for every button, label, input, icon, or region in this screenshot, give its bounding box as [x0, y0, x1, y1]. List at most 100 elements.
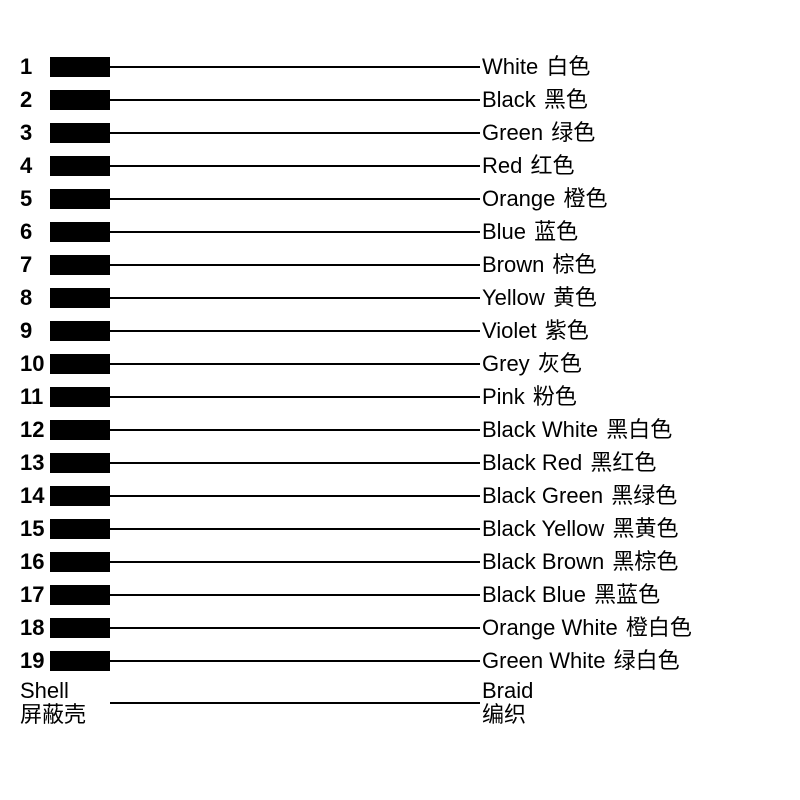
pin-label: Black Brown 黑棕色 [480, 551, 780, 573]
wire-line [110, 660, 480, 662]
wire-line [110, 363, 480, 365]
pin-number: 10 [20, 353, 50, 375]
pin-label: Violet 紫色 [480, 320, 780, 342]
pin-label-zh: 黄色 [553, 285, 597, 310]
wire-line [110, 627, 480, 629]
pin-label: Orange White 橙白色 [480, 617, 780, 639]
pin-label-en: Pink [482, 384, 525, 409]
pin-number: 2 [20, 89, 50, 111]
pin-row: 6 Blue 蓝色 [20, 215, 780, 248]
pin-block [50, 90, 110, 110]
pin-number: 13 [20, 452, 50, 474]
pin-number: 19 [20, 650, 50, 672]
pin-number: 7 [20, 254, 50, 276]
pin-label-en: Black Green [482, 483, 603, 508]
pin-label: Yellow 黄色 [480, 287, 780, 309]
pin-label-zh: 橙色 [564, 186, 608, 211]
pin-row: 7 Brown 棕色 [20, 248, 780, 281]
pin-label-zh: 灰色 [538, 351, 582, 376]
pin-block [50, 486, 110, 506]
pin-number: 14 [20, 485, 50, 507]
pin-row: 9 Violet 紫色 [20, 314, 780, 347]
pin-block [50, 618, 110, 638]
pin-block [50, 255, 110, 275]
pin-number: 1 [20, 56, 50, 78]
pin-number: 3 [20, 122, 50, 144]
pin-label-en: White [482, 54, 538, 79]
wire-line [110, 264, 480, 266]
pin-label-en: Orange [482, 186, 555, 211]
pin-label-en: Green [482, 120, 543, 145]
pin-number: 12 [20, 419, 50, 441]
pin-label-en: Orange White [482, 615, 618, 640]
pin-label-en: Black Red [482, 450, 582, 475]
wire-line [110, 132, 480, 134]
wire-line [110, 66, 480, 68]
pin-number: 11 [20, 386, 50, 408]
pin-label: Grey 灰色 [480, 353, 780, 375]
pin-label-en: Yellow [482, 285, 545, 310]
wire-line [110, 297, 480, 299]
wire-line [110, 165, 480, 167]
wire-line [110, 462, 480, 464]
pin-label-en: Brown [482, 252, 544, 277]
pin-label-en: Green White [482, 648, 606, 673]
pin-label-zh: 黑绿色 [611, 483, 677, 508]
pin-block [50, 222, 110, 242]
pin-row: 1 White 白色 [20, 50, 780, 83]
pin-block [50, 552, 110, 572]
wire-line [110, 231, 480, 233]
footer-right: Braid 编织 [480, 679, 780, 727]
wire-line [110, 495, 480, 497]
pin-block [50, 651, 110, 671]
pin-label-zh: 绿白色 [614, 648, 680, 673]
pin-row: 3 Green 绿色 [20, 116, 780, 149]
pin-number: 17 [20, 584, 50, 606]
pin-row: 19 Green White 绿白色 [20, 644, 780, 677]
pin-label-en: Black Yellow [482, 516, 604, 541]
pin-label: Black Green 黑绿色 [480, 485, 780, 507]
pin-label: Black 黑色 [480, 89, 780, 111]
wire-line [110, 99, 480, 101]
pin-block [50, 189, 110, 209]
pin-block [50, 420, 110, 440]
pin-row: 17 Black Blue 黑蓝色 [20, 578, 780, 611]
wire-line [110, 198, 480, 200]
pin-label-en: Black White [482, 417, 598, 442]
pin-label: White 白色 [480, 56, 780, 78]
pin-label-zh: 绿色 [551, 120, 595, 145]
pin-block [50, 387, 110, 407]
footer-wire-line [110, 702, 480, 704]
pin-label: Blue 蓝色 [480, 221, 780, 243]
pin-label-en: Black [482, 87, 536, 112]
pin-block [50, 321, 110, 341]
pin-block [50, 288, 110, 308]
footer-row: Shell 屏蔽壳 Braid 编织 [20, 679, 780, 727]
pin-block [50, 453, 110, 473]
pin-row: 16 Black Brown 黑棕色 [20, 545, 780, 578]
pin-label-zh: 紫色 [545, 318, 589, 343]
pin-number: 6 [20, 221, 50, 243]
pin-row: 15 Black Yellow 黑黄色 [20, 512, 780, 545]
pin-number: 9 [20, 320, 50, 342]
pin-row: 4 Red 红色 [20, 149, 780, 182]
footer-left-zh: 屏蔽壳 [20, 703, 110, 727]
footer-right-en: Braid [482, 679, 780, 703]
pin-label-zh: 黑色 [544, 87, 588, 112]
pin-label: Brown 棕色 [480, 254, 780, 276]
wire-line [110, 330, 480, 332]
pin-label: Black Red 黑红色 [480, 452, 780, 474]
pin-label-zh: 棕色 [552, 252, 596, 277]
pin-label-zh: 黑红色 [590, 450, 656, 475]
pin-row: 14 Black Green 黑绿色 [20, 479, 780, 512]
wire-line [110, 528, 480, 530]
footer-left-en: Shell [20, 679, 110, 703]
wire-line [110, 396, 480, 398]
footer-right-zh: 编织 [482, 703, 780, 727]
pin-row: 11 Pink 粉色 [20, 380, 780, 413]
pin-label-zh: 粉色 [533, 384, 577, 409]
pinout-diagram: 1 White 白色 2 Black 黑色 3 Green 绿色 4 Red 红… [20, 50, 780, 727]
pin-label-zh: 红色 [530, 153, 574, 178]
pin-label: Green 绿色 [480, 122, 780, 144]
footer-left: Shell 屏蔽壳 [20, 679, 110, 727]
